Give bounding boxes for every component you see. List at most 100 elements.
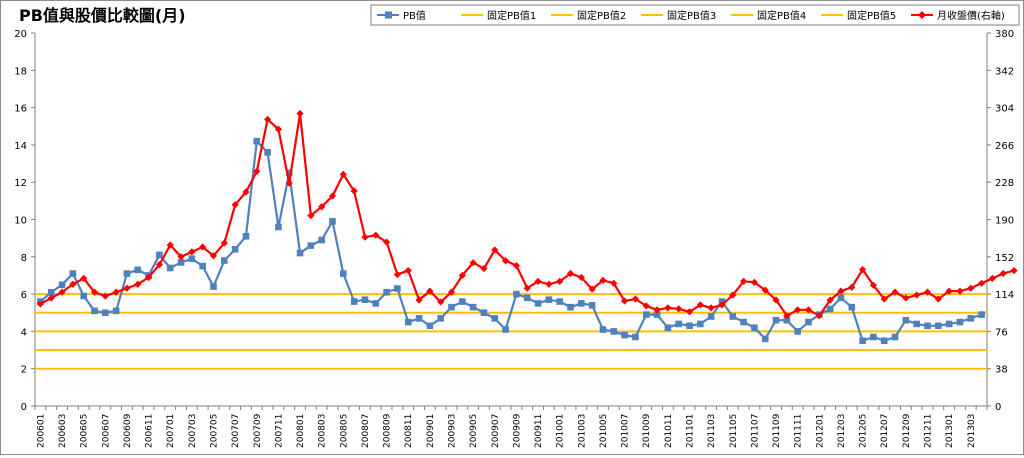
price-point (610, 279, 618, 287)
pb-point (978, 311, 985, 318)
price-point (501, 257, 510, 265)
left-tick-label: 4 (21, 327, 27, 338)
price-point (188, 248, 196, 256)
price-point (339, 170, 347, 178)
pb-point (805, 318, 812, 326)
right-tick-label: 38 (995, 365, 1008, 376)
price-point (458, 271, 466, 280)
x-tick-label: 201005 (599, 414, 609, 448)
price-point (47, 294, 55, 302)
pb-point (383, 288, 390, 296)
price-point (404, 266, 412, 275)
x-tick-label: 200805 (339, 414, 349, 448)
price-point (556, 277, 564, 285)
price-point (902, 294, 910, 302)
price-point (307, 211, 315, 220)
price-point (1010, 266, 1018, 275)
price-point (534, 277, 542, 285)
x-tick-label: 200911 (534, 414, 544, 448)
pb-point (69, 270, 77, 277)
price-point (199, 243, 207, 251)
pb-point (296, 249, 304, 257)
pb-point (621, 331, 628, 339)
right-tick-label: 152 (995, 253, 1014, 264)
price-point (664, 304, 672, 312)
price-point (707, 304, 715, 312)
pb-point (945, 320, 953, 328)
x-tick-label: 200601 (36, 414, 46, 448)
pb-point (675, 320, 682, 328)
price-point (783, 312, 791, 320)
pb-point (697, 320, 704, 328)
chart-title: PB值與股價比較圖(月) (19, 6, 186, 25)
pb-point (166, 264, 174, 272)
x-tick-label: 201301 (945, 414, 955, 448)
price-point (231, 201, 239, 209)
price-point (794, 306, 802, 314)
price-point (350, 187, 358, 195)
pb-point (664, 324, 672, 331)
x-tick-label: 201203 (837, 414, 847, 448)
price-point (253, 167, 261, 176)
pb-point (372, 300, 380, 307)
pb-point (588, 301, 596, 309)
pb-point (491, 315, 499, 322)
price-point (566, 269, 575, 278)
legend-entry-label: 月收盤價(右軸) (937, 9, 1005, 22)
pb-point (794, 328, 801, 335)
x-tick-label: 200809 (383, 413, 393, 448)
x-tick-label: 200901 (426, 414, 436, 448)
x-tick-label: 201303 (967, 414, 977, 448)
legend-entry-label: 固定PB值5 (847, 9, 896, 22)
legend-entry-label: 固定PB值4 (757, 9, 806, 22)
pb-point (275, 223, 282, 231)
x-tick-label: 201201 (815, 414, 825, 448)
left-tick-label: 6 (21, 290, 27, 301)
x-tick-label: 201007 (621, 414, 631, 448)
pb-point (772, 316, 780, 324)
plot-area (35, 109, 1018, 370)
pb-point (329, 218, 336, 225)
price-point (80, 274, 88, 282)
x-tick-label: 200609 (123, 413, 133, 448)
pb-point (632, 333, 639, 341)
price-point (891, 288, 899, 296)
pb-point (848, 303, 856, 311)
left-tick-label: 0 (21, 402, 27, 413)
pb-point (567, 303, 574, 311)
x-tick-label: 200909 (512, 413, 522, 448)
pb-point (242, 232, 250, 240)
price-point (372, 231, 380, 239)
price-point (772, 296, 780, 304)
price-point (826, 296, 834, 304)
x-tick-label: 201001 (556, 414, 566, 448)
price-point (577, 273, 585, 282)
pb-point (880, 337, 888, 345)
price-point (675, 305, 683, 313)
x-tick-label: 200709 (253, 413, 263, 448)
pb-point (686, 322, 693, 330)
x-tick-label: 201105 (729, 414, 739, 448)
pb-point (231, 246, 239, 253)
price-point (837, 287, 845, 295)
price-point (804, 306, 813, 314)
pb-point (837, 294, 845, 302)
x-tick-label: 201205 (859, 414, 869, 448)
pb-point (967, 315, 975, 322)
pb-point (394, 285, 401, 292)
pb-point (707, 313, 715, 320)
pb-point (459, 298, 466, 305)
left-tick-label: 12 (14, 178, 27, 189)
pb-point (913, 320, 920, 328)
legend-box (370, 4, 1020, 26)
price-point (242, 188, 250, 196)
price-point (988, 274, 997, 282)
left-tick-label: 16 (14, 104, 27, 115)
price-point (318, 203, 326, 211)
pb-point (523, 294, 531, 302)
pb-point (956, 318, 964, 326)
pb-point (859, 337, 866, 345)
price-point (166, 241, 174, 249)
